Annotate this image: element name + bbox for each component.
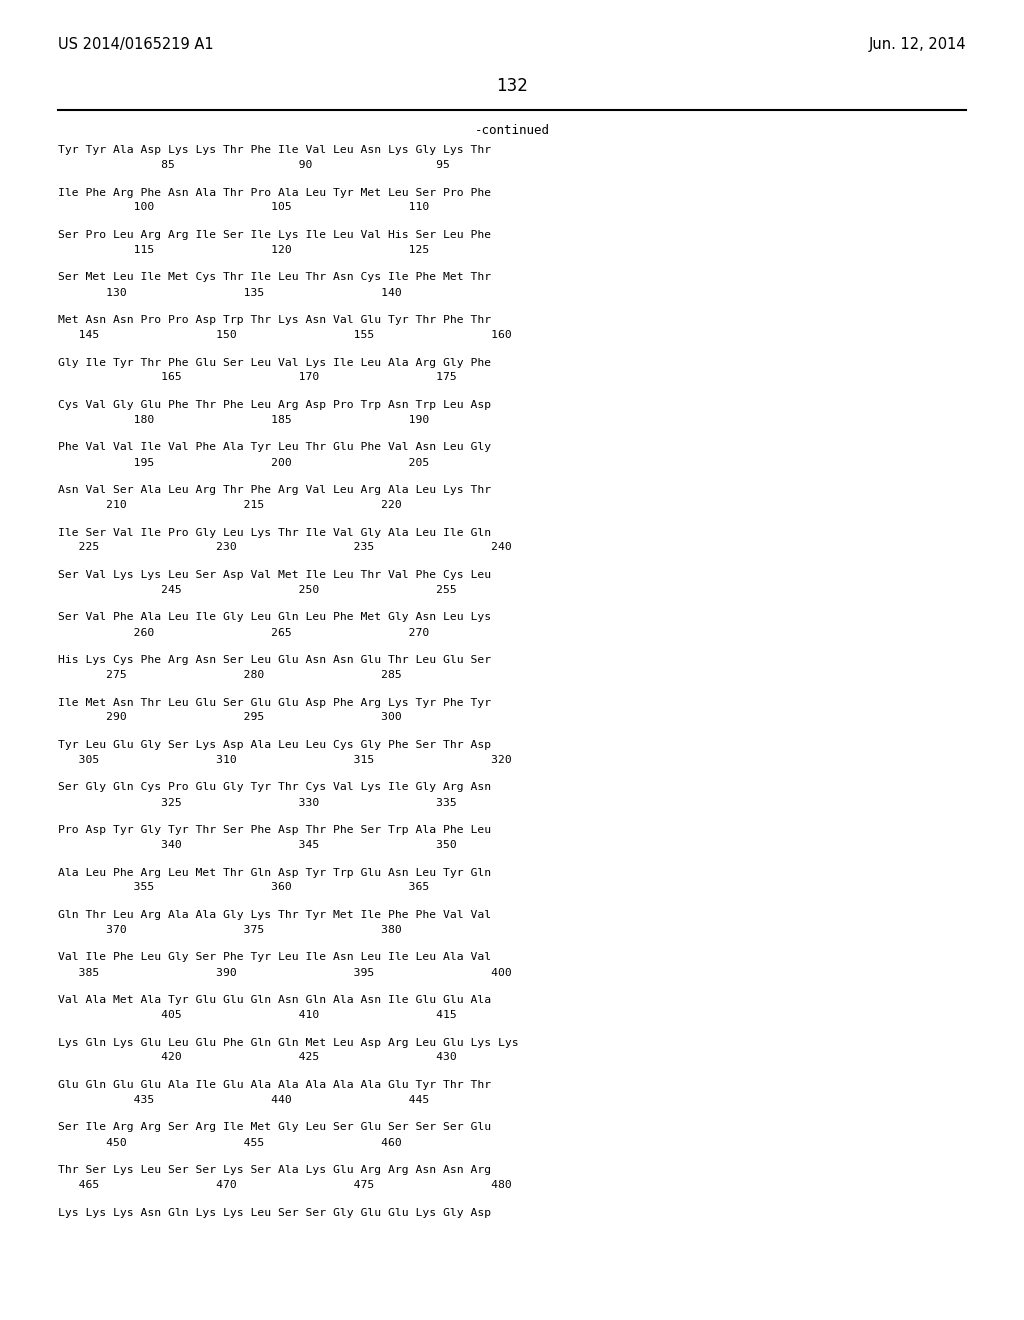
Text: 290                 295                 300: 290 295 300 — [58, 713, 401, 722]
Text: 435                 440                 445: 435 440 445 — [58, 1096, 429, 1105]
Text: Lys Lys Lys Asn Gln Lys Lys Leu Ser Ser Gly Glu Glu Lys Gly Asp: Lys Lys Lys Asn Gln Lys Lys Leu Ser Ser … — [58, 1208, 492, 1217]
Text: Cys Val Gly Glu Phe Thr Phe Leu Arg Asp Pro Trp Asn Trp Leu Asp: Cys Val Gly Glu Phe Thr Phe Leu Arg Asp … — [58, 400, 492, 411]
Text: Jun. 12, 2014: Jun. 12, 2014 — [868, 37, 966, 51]
Text: Ser Ile Arg Arg Ser Arg Ile Met Gly Leu Ser Glu Ser Ser Ser Glu: Ser Ile Arg Arg Ser Arg Ile Met Gly Leu … — [58, 1122, 492, 1133]
Text: 145                 150                 155                 160: 145 150 155 160 — [58, 330, 512, 341]
Text: 85                  90                  95: 85 90 95 — [58, 160, 450, 170]
Text: Gln Thr Leu Arg Ala Ala Gly Lys Thr Tyr Met Ile Phe Phe Val Val: Gln Thr Leu Arg Ala Ala Gly Lys Thr Tyr … — [58, 909, 492, 920]
Text: 405                 410                 415: 405 410 415 — [58, 1010, 457, 1020]
Text: 165                 170                 175: 165 170 175 — [58, 372, 457, 383]
Text: Met Asn Asn Pro Pro Asp Trp Thr Lys Asn Val Glu Tyr Thr Phe Thr: Met Asn Asn Pro Pro Asp Trp Thr Lys Asn … — [58, 315, 492, 325]
Text: 180                 185                 190: 180 185 190 — [58, 414, 429, 425]
Text: Ile Ser Val Ile Pro Gly Leu Lys Thr Ile Val Gly Ala Leu Ile Gln: Ile Ser Val Ile Pro Gly Leu Lys Thr Ile … — [58, 528, 492, 537]
Text: 450                 455                 460: 450 455 460 — [58, 1138, 401, 1147]
Text: 275                 280                 285: 275 280 285 — [58, 671, 401, 680]
Text: Ile Phe Arg Phe Asn Ala Thr Pro Ala Leu Tyr Met Leu Ser Pro Phe: Ile Phe Arg Phe Asn Ala Thr Pro Ala Leu … — [58, 187, 492, 198]
Text: 325                 330                 335: 325 330 335 — [58, 797, 457, 808]
Text: Ser Val Lys Lys Leu Ser Asp Val Met Ile Leu Thr Val Phe Cys Leu: Ser Val Lys Lys Leu Ser Asp Val Met Ile … — [58, 570, 492, 579]
Text: 385                 390                 395                 400: 385 390 395 400 — [58, 968, 512, 978]
Text: 210                 215                 220: 210 215 220 — [58, 500, 401, 510]
Text: Ala Leu Phe Arg Leu Met Thr Gln Asp Tyr Trp Glu Asn Leu Tyr Gln: Ala Leu Phe Arg Leu Met Thr Gln Asp Tyr … — [58, 867, 492, 878]
Text: US 2014/0165219 A1: US 2014/0165219 A1 — [58, 37, 214, 51]
Text: Ser Met Leu Ile Met Cys Thr Ile Leu Thr Asn Cys Ile Phe Met Thr: Ser Met Leu Ile Met Cys Thr Ile Leu Thr … — [58, 272, 492, 282]
Text: Ser Gly Gln Cys Pro Glu Gly Tyr Thr Cys Val Lys Ile Gly Arg Asn: Ser Gly Gln Cys Pro Glu Gly Tyr Thr Cys … — [58, 783, 492, 792]
Text: Pro Asp Tyr Gly Tyr Thr Ser Phe Asp Thr Phe Ser Trp Ala Phe Leu: Pro Asp Tyr Gly Tyr Thr Ser Phe Asp Thr … — [58, 825, 492, 836]
Text: 115                 120                 125: 115 120 125 — [58, 246, 429, 255]
Text: Ile Met Asn Thr Leu Glu Ser Glu Glu Asp Phe Arg Lys Tyr Phe Tyr: Ile Met Asn Thr Leu Glu Ser Glu Glu Asp … — [58, 697, 492, 708]
Text: 132: 132 — [496, 77, 528, 95]
Text: 195                 200                 205: 195 200 205 — [58, 458, 429, 467]
Text: 340                 345                 350: 340 345 350 — [58, 840, 457, 850]
Text: 225                 230                 235                 240: 225 230 235 240 — [58, 543, 512, 553]
Text: Val Ile Phe Leu Gly Ser Phe Tyr Leu Ile Asn Leu Ile Leu Ala Val: Val Ile Phe Leu Gly Ser Phe Tyr Leu Ile … — [58, 953, 492, 962]
Text: Val Ala Met Ala Tyr Glu Glu Gln Asn Gln Ala Asn Ile Glu Glu Ala: Val Ala Met Ala Tyr Glu Glu Gln Asn Gln … — [58, 995, 492, 1005]
Text: 420                 425                 430: 420 425 430 — [58, 1052, 457, 1063]
Text: Gly Ile Tyr Thr Phe Glu Ser Leu Val Lys Ile Leu Ala Arg Gly Phe: Gly Ile Tyr Thr Phe Glu Ser Leu Val Lys … — [58, 358, 492, 367]
Text: Ser Pro Leu Arg Arg Ile Ser Ile Lys Ile Leu Val His Ser Leu Phe: Ser Pro Leu Arg Arg Ile Ser Ile Lys Ile … — [58, 230, 492, 240]
Text: -continued: -continued — [474, 124, 550, 137]
Text: Asn Val Ser Ala Leu Arg Thr Phe Arg Val Leu Arg Ala Leu Lys Thr: Asn Val Ser Ala Leu Arg Thr Phe Arg Val … — [58, 484, 492, 495]
Text: 465                 470                 475                 480: 465 470 475 480 — [58, 1180, 512, 1191]
Text: 130                 135                 140: 130 135 140 — [58, 288, 401, 297]
Text: Glu Gln Glu Glu Ala Ile Glu Ala Ala Ala Ala Ala Glu Tyr Thr Thr: Glu Gln Glu Glu Ala Ile Glu Ala Ala Ala … — [58, 1080, 492, 1090]
Text: 245                 250                 255: 245 250 255 — [58, 585, 457, 595]
Text: 305                 310                 315                 320: 305 310 315 320 — [58, 755, 512, 766]
Text: His Lys Cys Phe Arg Asn Ser Leu Glu Asn Asn Glu Thr Leu Glu Ser: His Lys Cys Phe Arg Asn Ser Leu Glu Asn … — [58, 655, 492, 665]
Text: Ser Val Phe Ala Leu Ile Gly Leu Gln Leu Phe Met Gly Asn Leu Lys: Ser Val Phe Ala Leu Ile Gly Leu Gln Leu … — [58, 612, 492, 623]
Text: Lys Gln Lys Glu Leu Glu Phe Gln Gln Met Leu Asp Arg Leu Glu Lys Lys: Lys Gln Lys Glu Leu Glu Phe Gln Gln Met … — [58, 1038, 518, 1048]
Text: 370                 375                 380: 370 375 380 — [58, 925, 401, 935]
Text: Thr Ser Lys Leu Ser Ser Lys Ser Ala Lys Glu Arg Arg Asn Asn Arg: Thr Ser Lys Leu Ser Ser Lys Ser Ala Lys … — [58, 1166, 492, 1175]
Text: Tyr Tyr Ala Asp Lys Lys Thr Phe Ile Val Leu Asn Lys Gly Lys Thr: Tyr Tyr Ala Asp Lys Lys Thr Phe Ile Val … — [58, 145, 492, 154]
Text: 100                 105                 110: 100 105 110 — [58, 202, 429, 213]
Text: Tyr Leu Glu Gly Ser Lys Asp Ala Leu Leu Cys Gly Phe Ser Thr Asp: Tyr Leu Glu Gly Ser Lys Asp Ala Leu Leu … — [58, 741, 492, 750]
Text: 355                 360                 365: 355 360 365 — [58, 883, 429, 892]
Text: 260                 265                 270: 260 265 270 — [58, 627, 429, 638]
Text: Phe Val Val Ile Val Phe Ala Tyr Leu Thr Glu Phe Val Asn Leu Gly: Phe Val Val Ile Val Phe Ala Tyr Leu Thr … — [58, 442, 492, 453]
